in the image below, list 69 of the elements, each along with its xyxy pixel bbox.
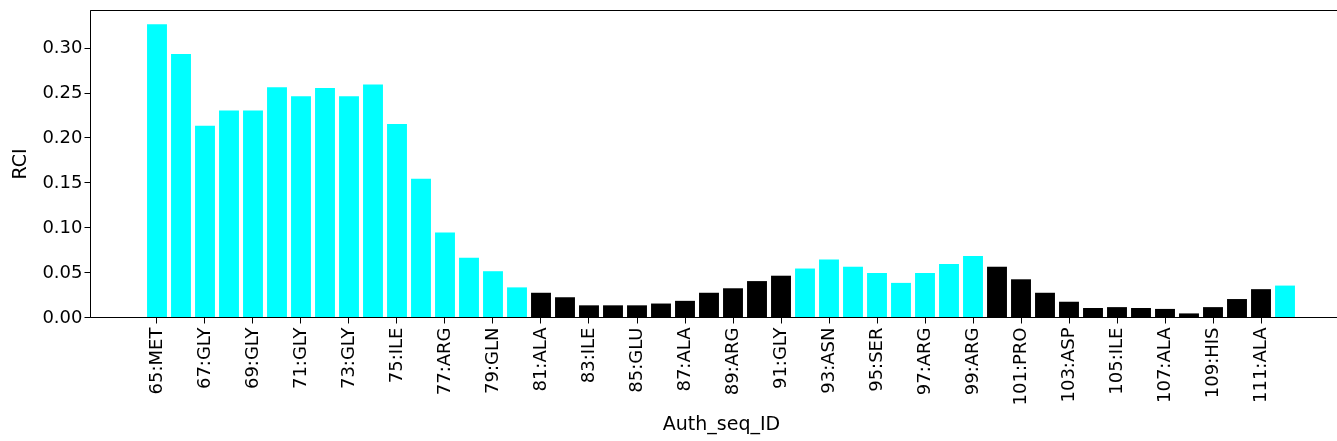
y-tick-label: 0.15 <box>42 170 83 192</box>
bar <box>939 264 959 317</box>
x-tick-label: 93:ASN <box>817 327 838 394</box>
bar <box>315 88 335 317</box>
x-tick-label: 107:ALA <box>1153 326 1174 403</box>
x-tick-label: 81:ALA <box>529 326 550 392</box>
y-tick-label: 0.20 <box>42 125 83 147</box>
bar <box>987 266 1007 317</box>
bar <box>267 87 287 317</box>
bar <box>291 96 311 317</box>
x-tick-label: 91:GLY <box>769 326 790 390</box>
bar <box>867 273 887 317</box>
bar <box>339 96 359 317</box>
bar <box>795 268 815 317</box>
bar <box>747 281 767 317</box>
bar <box>363 84 383 317</box>
bar <box>195 125 215 317</box>
y-tick-label: 0.05 <box>42 260 83 282</box>
x-tick-label: 87:ALA <box>673 326 694 392</box>
bar <box>819 259 839 317</box>
x-tick-label: 75:ILE <box>385 327 406 384</box>
bar <box>459 257 479 317</box>
x-tick-label: 69:GLY <box>241 326 262 390</box>
bar <box>699 292 719 317</box>
x-tick-label: 105:ILE <box>1105 327 1126 395</box>
bar <box>147 24 167 317</box>
bar <box>243 110 263 317</box>
y-axis-title: RCI <box>8 148 31 180</box>
y-tick-label: 0.30 <box>42 36 83 58</box>
bar <box>1179 313 1199 317</box>
bar <box>411 178 431 317</box>
bar <box>1035 292 1055 317</box>
x-tick-label: 83:ILE <box>577 327 598 384</box>
bar <box>915 273 935 317</box>
x-tick-label: 109:HIS <box>1201 327 1222 399</box>
bar <box>1131 308 1151 317</box>
x-tick-label: 73:GLY <box>337 326 358 390</box>
bar <box>1083 308 1103 317</box>
bar <box>387 124 407 317</box>
x-tick-label: 99:ARG <box>961 327 982 396</box>
x-tick-label: 95:SER <box>865 327 886 392</box>
x-tick-label: 85:GLU <box>625 327 646 393</box>
bar <box>435 232 455 317</box>
x-tick-label: 111:ALA <box>1249 326 1270 403</box>
x-tick-label: 101:PRO <box>1009 327 1030 406</box>
bar <box>603 305 623 317</box>
x-tick-label: 103:ASP <box>1057 327 1078 403</box>
x-tick-label: 67:GLY <box>193 326 214 390</box>
bar <box>963 255 983 317</box>
x-tick-label: 89:ARG <box>721 327 742 396</box>
y-tick-label: 0.10 <box>42 215 83 237</box>
x-axis-title: Auth_seq_ID <box>662 412 781 436</box>
x-tick-label: 97:ARG <box>913 327 934 396</box>
bar <box>171 53 191 317</box>
x-tick-label: 65:MET <box>145 326 166 395</box>
bar <box>1227 299 1247 317</box>
bar <box>555 297 575 317</box>
bar <box>651 303 671 317</box>
bar <box>483 271 503 317</box>
bar <box>891 282 911 317</box>
x-tick-label: 71:GLY <box>289 326 310 390</box>
x-tick-label: 77:ARG <box>433 327 454 396</box>
bar <box>1275 285 1295 317</box>
y-tick-label: 0.00 <box>42 305 83 327</box>
bar <box>507 287 527 317</box>
bar <box>219 110 239 317</box>
bar <box>843 266 863 317</box>
y-tick-label: 0.25 <box>42 81 83 103</box>
x-tick-label: 79:GLN <box>481 327 502 394</box>
